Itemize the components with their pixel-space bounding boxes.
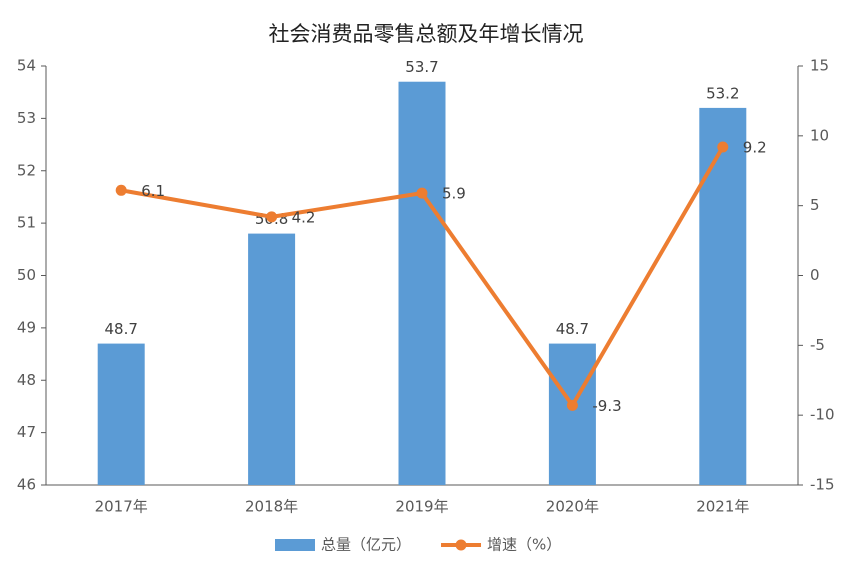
line-point [115,184,127,196]
y2-tick-label: 5 [810,196,820,214]
line-label: 9.2 [743,139,767,157]
bar-label: 48.7 [104,320,137,338]
y-tick-label: 47 [17,423,36,441]
y2-tick-label: 15 [810,57,829,75]
y-tick-label: 54 [17,57,36,75]
y-tick-label: 46 [17,476,36,494]
line-point [266,211,278,223]
legend-label: 总量（亿元） [321,536,411,554]
legend-swatch [275,539,315,551]
legend-label: 增速（%） [487,536,561,554]
line-label: 4.2 [292,208,316,226]
x-tick-label: 2017年 [95,498,148,516]
bar-label: 53.2 [706,84,739,102]
y-tick-label: 53 [17,109,36,127]
legend-swatch-dot [455,539,467,551]
y-tick-label: 51 [17,214,36,232]
bar [97,343,145,485]
y2-tick-label: 10 [810,126,829,144]
bar-label: 48.7 [556,320,589,338]
line-point [416,187,428,199]
y2-tick-label: -5 [810,336,825,354]
bar [699,107,747,486]
y-tick-label: 48 [17,371,36,389]
line-label: -9.3 [592,397,621,415]
bar [248,233,296,485]
y-tick-label: 50 [17,266,36,284]
x-tick-label: 2021年 [696,498,749,516]
line-label: 6.1 [141,182,165,200]
bar-label: 53.7 [405,58,438,76]
x-tick-label: 2018年 [245,498,298,516]
y2-tick-label: -15 [810,476,835,494]
y-tick-label: 49 [17,318,36,336]
bar [548,343,596,485]
y2-tick-label: -10 [810,406,835,424]
y-tick-label: 52 [17,161,36,179]
x-tick-label: 2020年 [546,498,599,516]
line-label: 5.9 [442,185,466,203]
line-point [717,141,729,153]
bar [398,81,446,486]
y2-tick-label: 0 [810,266,820,284]
x-tick-label: 2019年 [395,498,448,516]
chart-title: 社会消费品零售总额及年增长情况 [269,22,584,46]
line-point [566,399,578,411]
